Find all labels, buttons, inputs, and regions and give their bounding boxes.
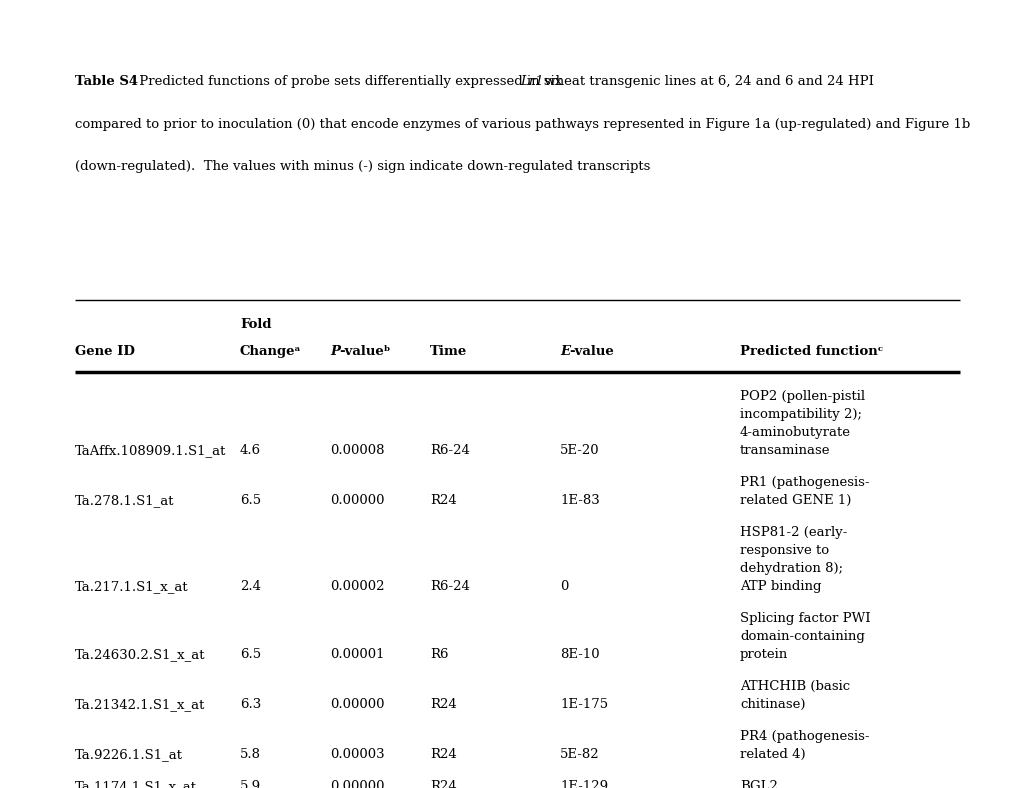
- Text: compared to prior to inoculation (0) that encode enzymes of various pathways rep: compared to prior to inoculation (0) tha…: [75, 118, 969, 131]
- Text: E: E: [559, 345, 570, 358]
- Text: 5E-82: 5E-82: [559, 748, 599, 761]
- Text: Ta.21342.1.S1_x_at: Ta.21342.1.S1_x_at: [75, 698, 205, 711]
- Text: wheat transgenic lines at 6, 24 and 6 and 24 HPI: wheat transgenic lines at 6, 24 and 6 an…: [539, 75, 873, 88]
- Text: responsive to: responsive to: [739, 544, 828, 557]
- Text: 5.9: 5.9: [239, 780, 261, 788]
- Text: 0: 0: [559, 580, 568, 593]
- Text: Ta.217.1.S1_x_at: Ta.217.1.S1_x_at: [75, 580, 189, 593]
- Text: 4-aminobutyrate: 4-aminobutyrate: [739, 426, 850, 439]
- Text: R6-24: R6-24: [430, 444, 470, 457]
- Text: Gene ID: Gene ID: [75, 345, 135, 358]
- Text: transaminase: transaminase: [739, 444, 829, 457]
- Text: (down-regulated).  The values with minus (-) sign indicate down-regulated transc: (down-regulated). The values with minus …: [75, 160, 650, 173]
- Text: R6-24: R6-24: [430, 580, 470, 593]
- Text: 0.00000: 0.00000: [330, 780, 384, 788]
- Text: dehydration 8);: dehydration 8);: [739, 562, 843, 575]
- Text: R24: R24: [430, 748, 457, 761]
- Text: PR1 (pathogenesis-: PR1 (pathogenesis-: [739, 476, 868, 489]
- Text: 0.00001: 0.00001: [330, 648, 384, 661]
- Text: domain-containing: domain-containing: [739, 630, 864, 643]
- Text: 4.6: 4.6: [239, 444, 261, 457]
- Text: 0.00000: 0.00000: [330, 494, 384, 507]
- Text: R24: R24: [430, 698, 457, 711]
- Text: related 4): related 4): [739, 748, 805, 761]
- Text: PR4 (pathogenesis-: PR4 (pathogenesis-: [739, 730, 868, 743]
- Text: Ta.24630.2.S1_x_at: Ta.24630.2.S1_x_at: [75, 648, 205, 661]
- Text: Changeᵃ: Changeᵃ: [239, 345, 302, 358]
- Text: P: P: [330, 345, 339, 358]
- Text: 1E-129: 1E-129: [559, 780, 607, 788]
- Text: Predicted functionᶜ: Predicted functionᶜ: [739, 345, 882, 358]
- Text: -valueᵇ: -valueᵇ: [338, 345, 390, 358]
- Text: 6.5: 6.5: [239, 648, 261, 661]
- Text: 5E-20: 5E-20: [559, 444, 599, 457]
- Text: Time: Time: [430, 345, 467, 358]
- Text: Table S4: Table S4: [75, 75, 138, 88]
- Text: R24: R24: [430, 494, 457, 507]
- Text: 2.4: 2.4: [239, 580, 261, 593]
- Text: chitinase): chitinase): [739, 698, 805, 711]
- Text: 0.00000: 0.00000: [330, 698, 384, 711]
- Text: 8E-10: 8E-10: [559, 648, 599, 661]
- Text: TaAffx.108909.1.S1_at: TaAffx.108909.1.S1_at: [75, 444, 226, 457]
- Text: ATP binding: ATP binding: [739, 580, 820, 593]
- Text: Fold: Fold: [239, 318, 271, 331]
- Text: Ta.278.1.S1_at: Ta.278.1.S1_at: [75, 494, 174, 507]
- Text: 0.00002: 0.00002: [330, 580, 384, 593]
- Text: 6.3: 6.3: [239, 698, 261, 711]
- Text: 0.00003: 0.00003: [330, 748, 384, 761]
- Text: 1E-83: 1E-83: [559, 494, 599, 507]
- Text: incompatibility 2);: incompatibility 2);: [739, 408, 861, 421]
- Text: HSP81-2 (early-: HSP81-2 (early-: [739, 526, 847, 539]
- Text: Splicing factor PWI: Splicing factor PWI: [739, 612, 870, 625]
- Text: 0.00008: 0.00008: [330, 444, 384, 457]
- Text: related GENE 1): related GENE 1): [739, 494, 851, 507]
- Text: 5.8: 5.8: [239, 748, 261, 761]
- Text: 6.5: 6.5: [239, 494, 261, 507]
- Text: ATHCHIB (basic: ATHCHIB (basic: [739, 680, 849, 693]
- Text: 1E-175: 1E-175: [559, 698, 607, 711]
- Text: POP2 (pollen-pistil: POP2 (pollen-pistil: [739, 390, 864, 403]
- Text: R6: R6: [430, 648, 448, 661]
- Text: R24: R24: [430, 780, 457, 788]
- Text: Lr1: Lr1: [520, 75, 543, 88]
- Text: -value: -value: [569, 345, 613, 358]
- Text: BGL2: BGL2: [739, 780, 777, 788]
- Text: Ta.9226.1.S1_at: Ta.9226.1.S1_at: [75, 748, 182, 761]
- Text: Ta.1174.1.S1_x_at: Ta.1174.1.S1_x_at: [75, 780, 197, 788]
- Text: protein: protein: [739, 648, 788, 661]
- Text: Predicted functions of probe sets differentially expressed in six: Predicted functions of probe sets differ…: [135, 75, 566, 88]
